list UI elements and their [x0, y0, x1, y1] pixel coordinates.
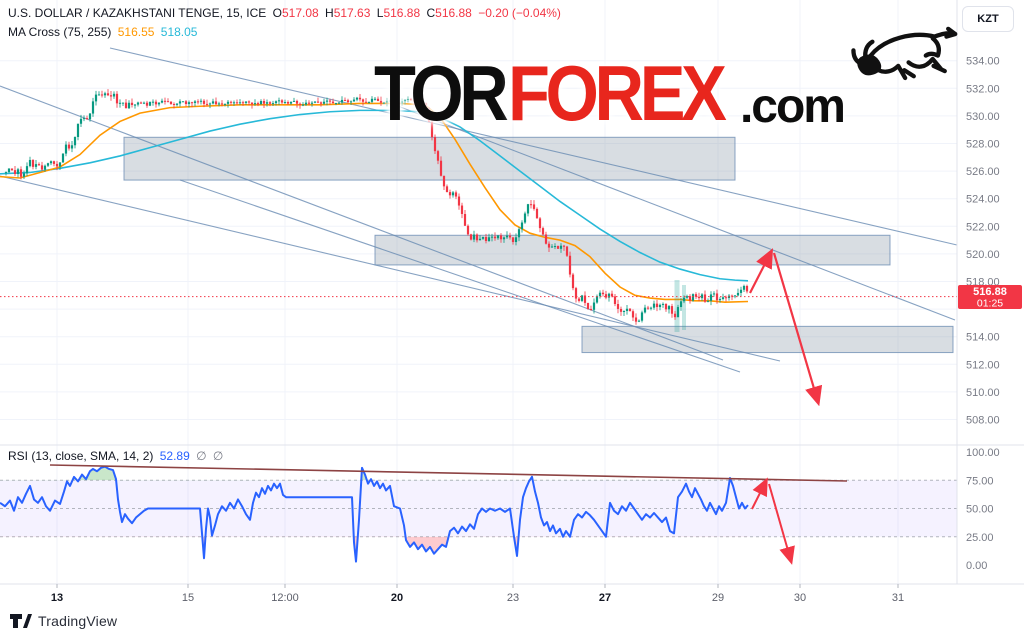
price-axis-label: 514.00	[966, 332, 1000, 344]
price-axis-label: 528.00	[966, 139, 1000, 151]
tradingview-logo[interactable]: TradingView	[10, 613, 117, 629]
price-axis-label: 530.00	[966, 111, 1000, 123]
high-value: 517.63	[333, 6, 371, 20]
change-value: −0.20 (−0.04%)	[478, 6, 561, 20]
ma-fast-line	[0, 102, 749, 304]
ma-slow-value: 518.05	[160, 25, 198, 39]
rsi-value: 52.89	[159, 449, 190, 463]
forecast-arrow[interactable]	[749, 248, 774, 294]
rsi-pane	[0, 464, 957, 565]
tradingview-mark-icon	[10, 613, 32, 628]
tradingview-name: TradingView	[38, 613, 118, 629]
high-label: H	[325, 6, 334, 20]
rsi-forecast-arrow[interactable]	[751, 477, 768, 510]
rsi-forecast-arrow[interactable]	[768, 483, 795, 565]
trend-line[interactable]	[389, 102, 956, 321]
rsi-axis-label: 50.00	[966, 504, 994, 516]
low-label: L	[376, 6, 384, 20]
close-value: 516.88	[435, 6, 472, 20]
time-axis-label: 27	[599, 592, 611, 604]
open-label: O	[272, 6, 282, 20]
supply-demand-zone[interactable]	[581, 325, 954, 354]
rsi-settings-icon[interactable]: ∅	[212, 449, 224, 463]
time-axis-label: 31	[892, 592, 904, 604]
rsi-trendline[interactable]	[49, 464, 848, 482]
price-axis-label: 526.00	[966, 166, 1000, 178]
trend-line[interactable]	[109, 47, 958, 246]
time-axis-label: 30	[794, 592, 806, 604]
forecast-arrow[interactable]	[772, 252, 823, 407]
open-value: 517.08	[281, 6, 319, 20]
supply-demand-zone[interactable]	[374, 234, 891, 266]
currency-unit-label: KZT	[977, 13, 999, 25]
trend-line[interactable]	[179, 179, 741, 373]
supply-demand-zone[interactable]	[123, 136, 736, 181]
trend-line[interactable]	[0, 175, 781, 362]
trend-lines[interactable]	[0, 47, 958, 373]
time-axis-label: 23	[507, 592, 519, 604]
ma-cross-legend: MA Cross (75, 255) 516.55 518.05	[8, 25, 200, 39]
ma-cross-label: MA Cross (75, 255)	[8, 25, 112, 39]
time-axis-label: 20	[391, 592, 403, 604]
price-axis-label: 512.00	[966, 359, 1000, 371]
projection-arrows[interactable]	[749, 248, 823, 407]
rsi-axis-label: 75.00	[966, 475, 994, 487]
grid-layer	[0, 0, 957, 584]
price-axis-label: 508.00	[966, 415, 1000, 427]
zone-boxes[interactable]	[123, 136, 954, 354]
ma-slow-line	[0, 109, 749, 282]
price-axis-label: 522.00	[966, 221, 1000, 233]
symbol-legend: U.S. DOLLAR / KAZAKHSTANI TENGE, 15, ICE…	[8, 6, 564, 20]
time-axis-label: 29	[712, 592, 724, 604]
time-axis-label: 15	[182, 592, 194, 604]
symbol-title: U.S. DOLLAR / KAZAKHSTANI TENGE, 15, ICE	[8, 6, 267, 20]
svg-text:516.88: 516.88	[973, 286, 1007, 298]
highlight-bars	[674, 280, 686, 332]
rsi-axis-label: 100.00	[966, 447, 1000, 459]
axes-layer[interactable]: 534.00 532.00 530.00 528.00 526.00 524.00 522.…	[0, 0, 1024, 604]
rsi-axis-label: 0.00	[966, 560, 987, 572]
close-label: C	[426, 6, 436, 20]
time-axis-label: 13	[51, 592, 63, 604]
price-axis-label: 532.00	[966, 83, 1000, 95]
price-axis-label: 510.00	[966, 387, 1000, 399]
moving-averages	[0, 102, 749, 304]
candles-layer	[4, 89, 749, 325]
rsi-axis-label: 25.00	[966, 532, 994, 544]
svg-text:01:25: 01:25	[977, 298, 1003, 310]
trend-line[interactable]	[0, 85, 724, 361]
rsi-label: RSI (13, close, SMA, 14, 2)	[8, 449, 154, 463]
ma-fast-value: 516.55	[117, 25, 155, 39]
time-axis-label: 12:00	[271, 592, 299, 604]
low-value: 516.88	[383, 6, 421, 20]
rsi-hide-icon[interactable]: ∅	[196, 449, 207, 463]
rsi-legend: RSI (13, close, SMA, 14, 2) 52.89 ∅ ∅	[8, 449, 226, 463]
price-axis-label: 524.00	[966, 194, 1000, 206]
rsi-line	[0, 465, 749, 563]
price-axis-label: 520.00	[966, 249, 1000, 261]
price-axis-label: 534.00	[966, 56, 1000, 68]
currency-unit-button[interactable]: KZT	[962, 6, 1014, 32]
